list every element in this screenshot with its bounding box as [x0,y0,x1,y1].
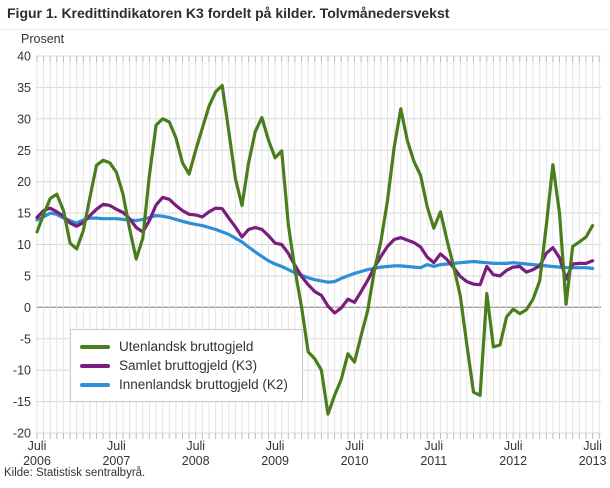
y-axis-label: 10 [17,238,31,252]
x-axis-label-month: Juli [583,439,602,453]
title-divider [0,29,610,30]
x-axis-label-month: Juli [504,439,523,453]
x-axis-label-month: Juli [186,439,205,453]
utenlandsk-bruttogjeld-line [35,83,595,416]
y-axis-label: 40 [17,50,31,64]
x-axis-label-year: 2013 [579,454,607,468]
legend-line-swatch-green [80,344,110,349]
y-axis-label: 0 [24,301,31,315]
x-axis-label-year: 2010 [341,454,369,468]
y-axis-label: 15 [17,207,31,221]
y-axis-unit-label: Prosent [21,32,65,46]
x-axis-label-month: Juli [266,439,285,453]
legend-item-innenlandsk: Innenlandsk bruttogjeld (K2) [80,375,288,394]
figure-title: Figur 1. Kredittindikatoren K3 fordelt p… [7,5,450,21]
y-axis-label: -10 [13,364,31,378]
legend-label: Innenlandsk bruttogjeld (K2) [119,377,288,392]
y-axis-label: 35 [17,81,31,95]
y-axis-label: 30 [17,112,31,126]
y-axis-label: -20 [13,427,31,441]
x-axis-label-month: Juli [28,439,47,453]
y-axis-label: -5 [20,332,31,346]
x-axis-label-year: 2007 [102,454,130,468]
x-axis-label-year: 2011 [420,454,447,468]
x-axis-label-month: Juli [107,439,126,453]
source-caption: Kilde: Statistisk sentralbyrå. [4,467,146,479]
legend-box: Utenlandsk bruttogjeld Samlet bruttogjel… [70,329,303,402]
legend-label: Samlet bruttogjeld (K3) [119,358,258,373]
x-axis-label-year: 2012 [499,454,527,468]
samlet-bruttogjeld-k3-line [35,195,595,315]
x-axis-label-month: Juli [424,439,443,453]
legend-item-utenlandsk: Utenlandsk bruttogjeld [80,337,288,356]
x-axis-label-year: 2006 [23,454,51,468]
x-axis-label-year: 2009 [261,454,289,468]
x-axis-label-month: Juli [345,439,364,453]
legend-line-swatch-blue [80,382,110,387]
y-axis-label: 5 [24,269,31,283]
y-axis-label: 25 [17,144,31,158]
y-axis-label: -15 [13,395,31,409]
legend-item-samlet: Samlet bruttogjeld (K3) [80,356,288,375]
y-axis-label: 20 [17,175,31,189]
legend-line-swatch-purple [80,363,110,368]
legend-label: Utenlandsk bruttogjeld [119,339,254,354]
x-axis-label-year: 2008 [182,454,210,468]
